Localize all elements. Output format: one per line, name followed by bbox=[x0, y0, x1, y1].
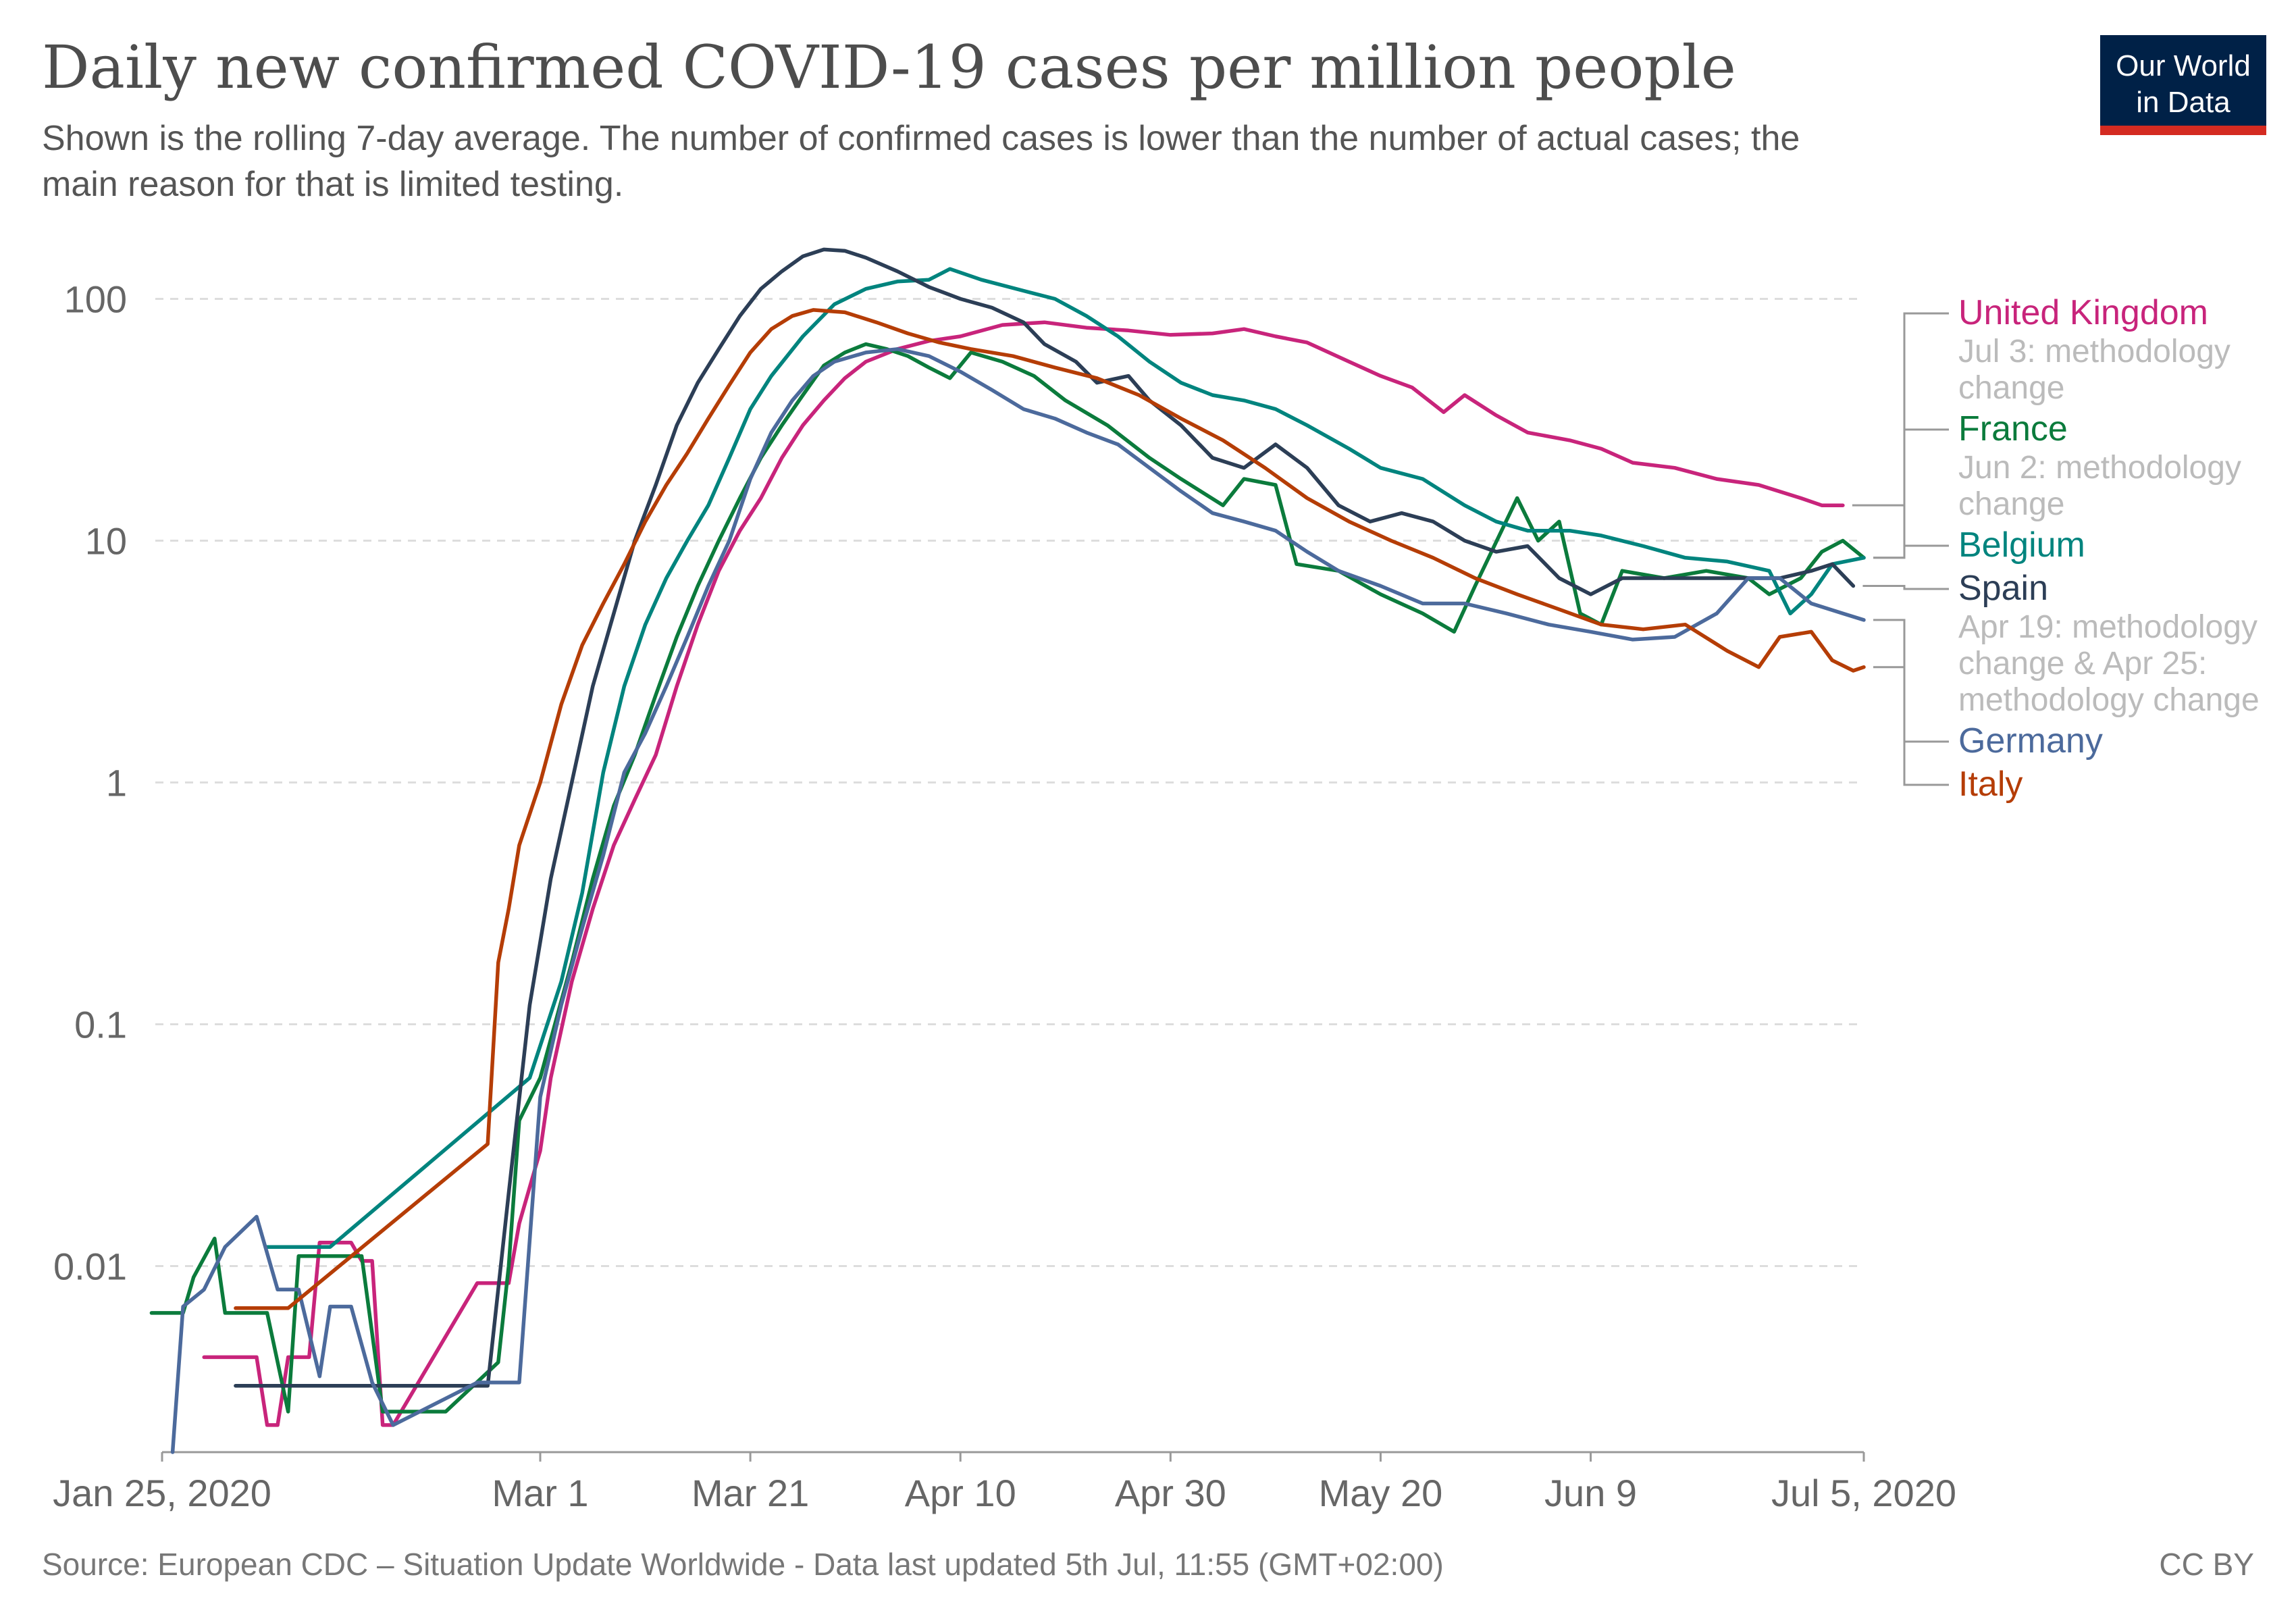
series-layer bbox=[149, 247, 1866, 1454]
legend-note-spain: change & Apr 25: bbox=[1958, 646, 2207, 681]
chart-title: Daily new confirmed COVID-19 cases per m… bbox=[42, 32, 1736, 102]
chart-subtitle-line-2: main reason for that is limited testing. bbox=[42, 165, 623, 204]
x-tick-label: Jan 25, 2020 bbox=[53, 1472, 271, 1514]
legend-label-france: France bbox=[1958, 409, 2068, 448]
x-tick-label: Jun 9 bbox=[1544, 1472, 1637, 1514]
y-axis-ticks: 0.01 0.1 1 10 100 bbox=[53, 278, 127, 1288]
legend-note-united-kingdom: change bbox=[1958, 370, 2064, 406]
legend-connector-germany bbox=[1873, 619, 1949, 743]
logo-background bbox=[2100, 35, 2266, 130]
legend-connector-belgium bbox=[1873, 544, 1949, 559]
logo-stripe bbox=[2100, 126, 2266, 135]
series-line-united-kingdom[interactable] bbox=[202, 320, 1845, 1427]
y-tick-label: 10 bbox=[85, 520, 127, 563]
series-line-italy[interactable] bbox=[234, 308, 1866, 1310]
legend-note-spain: Apr 19: methodology bbox=[1958, 609, 2258, 645]
legend-connector-france bbox=[1873, 428, 1949, 559]
x-tick-label: Apr 30 bbox=[1115, 1472, 1226, 1514]
owid-logo[interactable]: Our World in Data bbox=[2100, 35, 2266, 135]
series-line-belgium[interactable] bbox=[265, 267, 1866, 1249]
series-line-germany[interactable] bbox=[170, 347, 1866, 1454]
series-line-france[interactable] bbox=[149, 342, 1866, 1414]
license-label[interactable]: CC BY bbox=[2159, 1547, 2254, 1582]
legend-label-united-kingdom: United Kingdom bbox=[1958, 293, 2208, 332]
legend-note-spain: methodology change bbox=[1958, 682, 2260, 718]
grid-layer bbox=[155, 298, 1864, 1268]
legend-note-france: change bbox=[1958, 486, 2064, 522]
source-note: Source: European CDC – Situation Update … bbox=[42, 1547, 1444, 1582]
legend-connector-united-kingdom bbox=[1852, 312, 1949, 507]
x-tick-label: Apr 10 bbox=[905, 1472, 1016, 1514]
y-tick-label: 0.01 bbox=[53, 1245, 127, 1288]
legend-label-spain: Spain bbox=[1958, 569, 2048, 608]
legend-note-united-kingdom: Jul 3: methodology bbox=[1958, 334, 2230, 369]
y-tick-label: 0.1 bbox=[74, 1004, 127, 1046]
y-tick-label: 100 bbox=[64, 278, 127, 321]
legend-connector-italy bbox=[1873, 666, 1949, 786]
legend-connector-spain bbox=[1862, 584, 1949, 590]
legend-label-belgium: Belgium bbox=[1958, 525, 2085, 565]
x-tick-label: Mar 21 bbox=[692, 1472, 809, 1514]
legend-item-belgium[interactable]: Belgium bbox=[1873, 525, 2085, 565]
x-tick-label: Jul 5, 2020 bbox=[1771, 1472, 1956, 1514]
legend-note-france: Jun 2: methodology bbox=[1958, 450, 2241, 486]
x-axis-ticks: Jan 25, 2020 Mar 1 Mar 21 Apr 10 Apr 30 May 2… bbox=[53, 1451, 1956, 1514]
x-tick-label: May 20 bbox=[1319, 1472, 1443, 1514]
y-tick-label: 1 bbox=[106, 762, 127, 804]
series-line-spain[interactable] bbox=[234, 247, 1856, 1388]
legend-label-germany: Germany bbox=[1958, 721, 2103, 761]
logo-text-line-1: Our World bbox=[2116, 49, 2251, 82]
chart-subtitle-line-1: Shown is the rolling 7-day average. The … bbox=[42, 119, 1800, 158]
legend-item-italy[interactable]: Italy bbox=[1873, 666, 2023, 804]
logo-text-line-2: in Data bbox=[2136, 86, 2230, 119]
x-tick-label: Mar 1 bbox=[492, 1472, 588, 1514]
legend-label-italy: Italy bbox=[1958, 765, 2023, 804]
